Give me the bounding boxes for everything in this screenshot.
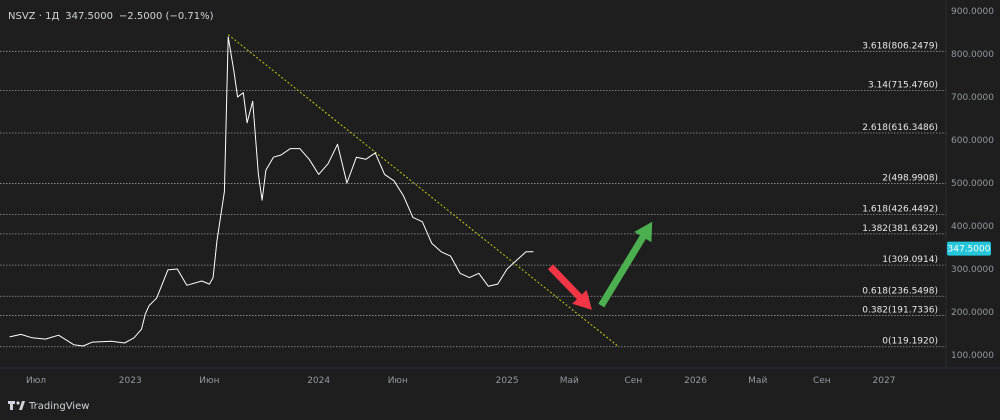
time-tick-label: 2023: [119, 376, 142, 386]
time-tick-label: Сен: [625, 376, 643, 386]
price-tick-label: 200.0000: [951, 308, 994, 318]
time-tick-label: Июн: [199, 376, 219, 386]
fib-level-label: 1(309.0914): [882, 255, 938, 265]
time-tick-label: 2024: [307, 376, 330, 386]
fib-level-label: 2(498.9908): [882, 173, 938, 183]
arrow-annotations: [547, 221, 653, 310]
timeframe-label: 1Д: [45, 11, 59, 22]
time-tick-label: Июн: [388, 376, 408, 386]
fib-level-label: 0.618(236.5498): [862, 286, 938, 296]
time-tick-label: Май: [560, 376, 579, 386]
symbol-name: NSVZ: [8, 11, 36, 22]
price-tick-label: 400.0000: [951, 222, 994, 232]
trendline: [227, 34, 619, 347]
tradingview-logo[interactable]: TradingView: [8, 401, 89, 412]
time-tick-label: 2026: [684, 376, 707, 386]
time-tick-label: 2025: [496, 376, 519, 386]
fib-level-label: 0(119.1920): [882, 337, 938, 347]
fib-level-label: 2.618(616.3486): [862, 123, 938, 133]
time-tick-label: 2027: [873, 376, 896, 386]
up-arrow: [598, 221, 653, 308]
time-axis[interactable]: Июл 2023 Июн 2024 Июн 2025 Май Сен 2026 Май Сен 202…: [26, 376, 895, 386]
price-tick-label: 900.0000: [951, 7, 994, 17]
fib-level-label: 1.618(426.4492): [862, 205, 938, 215]
fibonacci-levels: 3.618(806.2479) 3.14(715.4760) 2.618(616.3…: [0, 41, 946, 348]
trendline-group: [227, 34, 619, 347]
tradingview-logo-text: TradingView: [28, 401, 89, 412]
price-tick-label: 600.0000: [951, 136, 994, 146]
fib-level-label: 3.14(715.4760): [868, 80, 938, 90]
down-arrow: [547, 264, 592, 310]
price-tick-label: 800.0000: [951, 50, 994, 60]
last-price-value: 347.5000: [65, 11, 113, 22]
price-tick-label: 700.0000: [951, 93, 994, 103]
current-price-badge: 347.5000: [947, 241, 991, 256]
price-tick-label: 500.0000: [951, 179, 994, 189]
symbol-legend[interactable]: NSVZ · 1Д 347.5000 −2.5000 (−0.71%): [8, 11, 214, 22]
separator: ·: [36, 11, 46, 22]
time-tick-label: Май: [748, 376, 767, 386]
price-series: [9, 36, 534, 347]
price-tick-label: 100.0000: [951, 351, 994, 361]
tradingview-logo-icon: [8, 401, 25, 410]
price-change-value: −2.5000 (−0.71%): [119, 11, 214, 22]
time-tick-label: Июл: [26, 376, 46, 386]
fib-level-label: 0.382(191.7336): [862, 306, 938, 316]
current-price-label: 347.5000: [948, 245, 991, 255]
fib-level-label: 3.618(806.2479): [862, 41, 938, 51]
price-series-line: [9, 36, 534, 347]
price-axis[interactable]: 100.0000 200.0000 300.0000 400.0000 500.0000…: [951, 7, 994, 361]
price-tick-label: 300.0000: [951, 265, 994, 275]
time-tick-label: Сен: [813, 376, 831, 386]
fib-level-label: 1.382(381.6329): [862, 224, 938, 234]
